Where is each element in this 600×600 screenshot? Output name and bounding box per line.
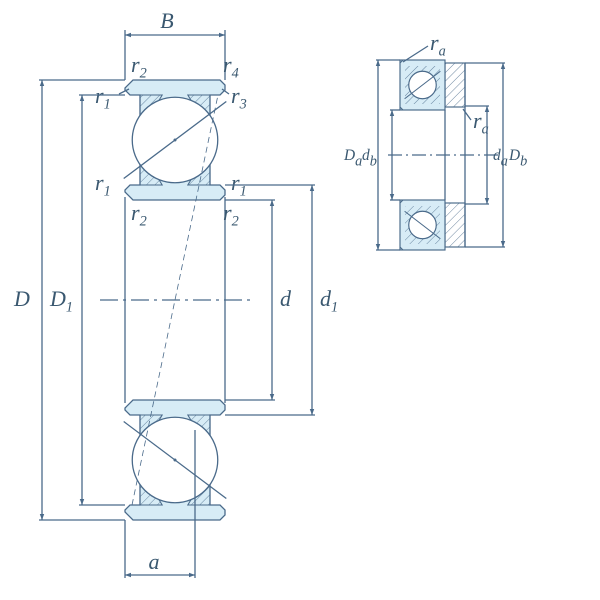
label-r1-lower-left: r1 bbox=[95, 170, 111, 200]
label-Db: Db bbox=[508, 147, 527, 170]
label-Da: Da bbox=[343, 147, 362, 170]
label-r3: r3 bbox=[231, 83, 247, 113]
main-cross-section bbox=[100, 80, 250, 520]
label-D1: D1 bbox=[49, 286, 73, 316]
label-D: D bbox=[13, 286, 30, 311]
detail-cross-section bbox=[388, 60, 500, 250]
label-db: db bbox=[362, 147, 377, 170]
label-da: da bbox=[493, 147, 508, 170]
label-d: d bbox=[280, 286, 292, 311]
label-B: B bbox=[160, 8, 173, 33]
label-d1: d1 bbox=[320, 286, 338, 316]
label-r2-top-left: r2 bbox=[131, 52, 147, 82]
label-r2-bot-left: r2 bbox=[131, 200, 147, 230]
label-ra-top: ra bbox=[430, 30, 446, 60]
label-r1-upper-left: r1 bbox=[95, 83, 111, 113]
label-a: a bbox=[149, 549, 160, 574]
